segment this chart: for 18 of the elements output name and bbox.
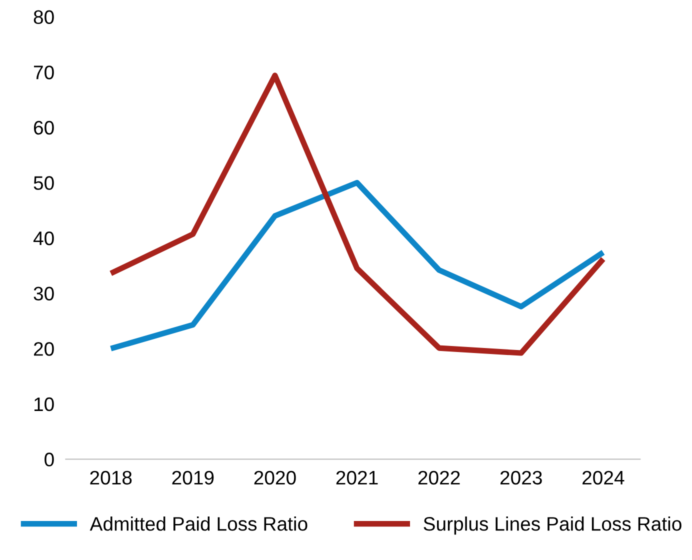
y-tick-label: 50: [34, 176, 54, 190]
y-tick-label: 30: [34, 286, 54, 301]
legend-label: Admitted Paid Loss Ratio: [90, 516, 308, 531]
y-tick-label: 80: [34, 10, 54, 24]
x-tick-label: 2019: [172, 470, 214, 485]
y-tick-label: 20: [34, 342, 54, 356]
x-tick-label: 2018: [90, 470, 132, 485]
y-tick-label: 60: [34, 120, 54, 135]
x-tick-label: 2024: [582, 470, 624, 485]
x-tick-label: 2022: [418, 470, 460, 485]
x-tick-label: 2023: [500, 470, 542, 485]
y-tick-label: 10: [34, 397, 54, 412]
y-tick-label: 40: [33, 231, 54, 246]
x-tick-label: 2020: [254, 470, 296, 485]
x-tick-label: 2021: [336, 470, 378, 485]
legend-label: Surplus Lines Paid Loss Ratio: [424, 516, 682, 535]
y-tick-label: 0: [44, 452, 54, 466]
y-tick-label: 70: [34, 66, 54, 80]
